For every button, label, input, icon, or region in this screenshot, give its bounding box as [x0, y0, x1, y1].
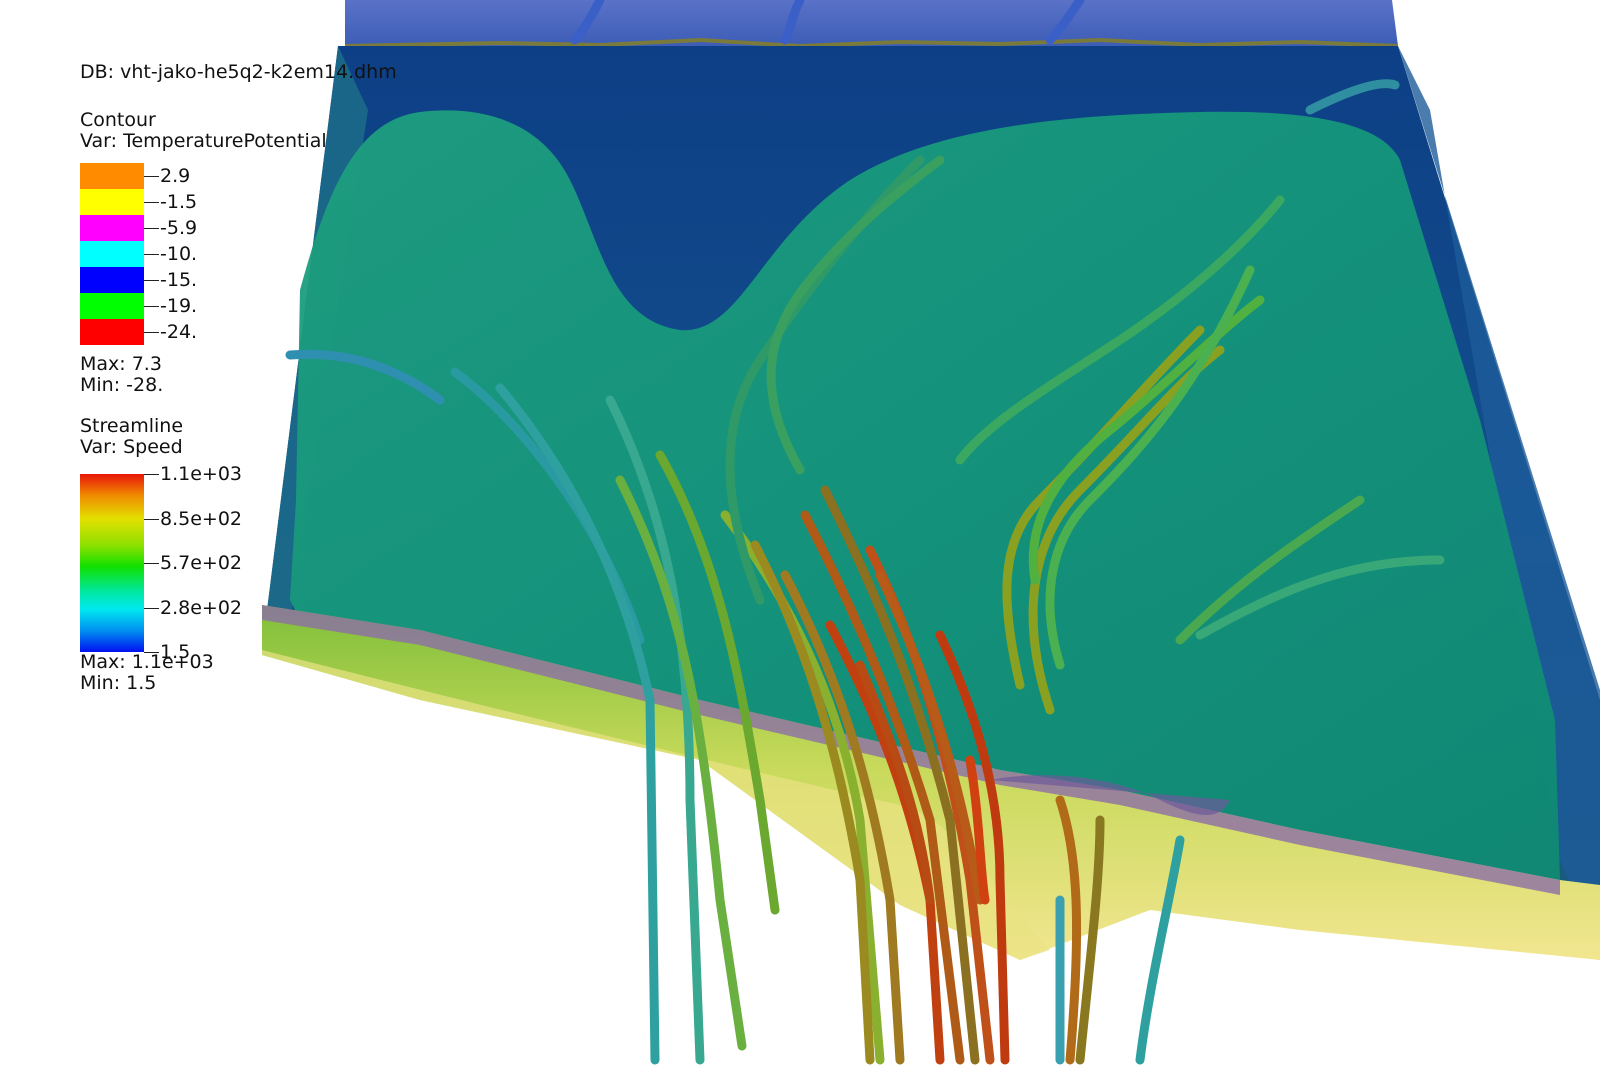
contour-legend-var: Var: TemperaturePotential — [80, 130, 327, 152]
speed-tick — [144, 474, 159, 475]
streamline-legend-header: Streamline Var: Speed — [80, 416, 183, 458]
contour-level-label: -5.9 — [160, 217, 198, 239]
streamline-max: Max: 1.1e+03 — [80, 651, 214, 673]
streamline-legend-var: Var: Speed — [80, 436, 183, 458]
contour-level-label: -15. — [160, 269, 198, 291]
speed-tick-label: 8.5e+02 — [160, 507, 243, 530]
contour-level-tick — [144, 254, 159, 255]
contour-level-swatch — [80, 163, 144, 189]
contour-legend-title: Contour — [80, 109, 156, 131]
speed-tick — [144, 607, 159, 609]
contour-level-swatch — [80, 189, 144, 215]
speed-tick-label: 1.1e+03 — [160, 463, 243, 485]
contour-legend-range: Max: 7.3 Min: -28. — [80, 354, 163, 396]
speed-color-bar — [80, 474, 144, 652]
streamline-legend-title: Streamline — [80, 415, 184, 437]
contour-legend-header: Contour Var: TemperaturePotential — [80, 110, 327, 152]
contour-level-tick — [144, 332, 159, 333]
contour-level-label: -19. — [160, 295, 198, 317]
contour-level-tick — [144, 202, 159, 203]
speed-tick-label: 1.5 — [160, 641, 191, 663]
contour-level-tick — [144, 176, 159, 177]
contour-level-swatch — [80, 293, 144, 319]
streamline-min: Min: 1.5 — [80, 672, 157, 694]
contour-level-label: -1.5 — [160, 191, 198, 213]
speed-tick — [144, 563, 159, 564]
base-layer — [262, 605, 1600, 960]
contour-level-tick — [144, 228, 159, 229]
contour-level-tick — [144, 306, 159, 307]
speed-tick — [144, 518, 159, 520]
streamline-legend-range: Max: 1.1e+03 Min: 1.5 — [80, 652, 214, 694]
contour-level-label: -24. — [160, 321, 198, 343]
contour-level-tick — [144, 280, 159, 281]
speed-tick — [144, 652, 159, 653]
database-title: DB: vht-jako-he5q2-k2em14.dhm — [80, 61, 397, 83]
contour-min: Min: -28. — [80, 374, 164, 396]
contour-level-swatch — [80, 241, 144, 267]
contour-level-swatch — [80, 267, 144, 293]
contour-level-label: 2.9 — [160, 165, 191, 187]
contour-level-label: -10. — [160, 243, 198, 265]
contour-level-swatch — [80, 215, 144, 241]
speed-tick-label: 2.8e+02 — [160, 596, 243, 619]
contour-max: Max: 7.3 — [80, 353, 162, 375]
speed-tick-label: 5.7e+02 — [160, 552, 243, 574]
contour-level-swatch — [80, 319, 144, 345]
streamlines — [285, 0, 1445, 1065]
top-plane — [345, 0, 1398, 46]
